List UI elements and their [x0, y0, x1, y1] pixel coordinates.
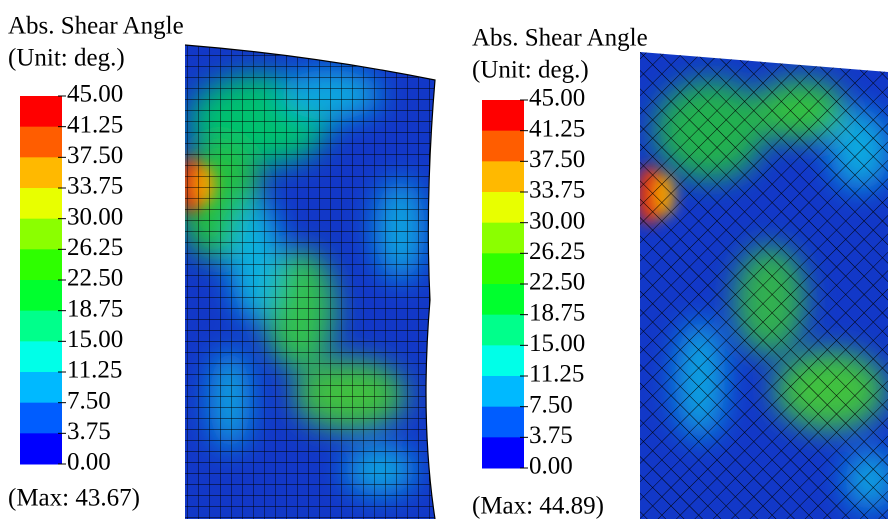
max-label: (Max: 43.67): [8, 485, 140, 512]
colorbar-label: 3.75: [67, 418, 111, 445]
colorbar-label: 15.00: [67, 326, 123, 353]
colorbar-band: [20, 402, 62, 434]
colorbar-label: 3.75: [529, 422, 573, 449]
colorbar-label: 41.25: [67, 111, 123, 138]
panel-title: Abs. Shear Angle: [472, 25, 648, 52]
colorbar-band: [482, 376, 524, 408]
colorbar-band: [482, 192, 524, 224]
contour-right: [640, 52, 888, 519]
colorbar-label: 33.75: [67, 173, 123, 200]
colorbar-band: [482, 284, 524, 316]
colorbar-band: [482, 222, 524, 254]
colorbar-band: [20, 280, 62, 312]
colorbar-label: 11.25: [529, 361, 584, 388]
colorbar-band: [20, 341, 62, 373]
colorbar-label: 45.00: [67, 81, 123, 108]
colorbar-band: [482, 345, 524, 377]
colorbar-band: [482, 130, 524, 162]
colorbar-band: [20, 188, 62, 220]
colorbar-band: [482, 437, 524, 469]
colorbar-band: [482, 314, 524, 346]
unit-label: (Unit: deg.): [472, 57, 589, 84]
colorbar-band: [20, 218, 62, 250]
colorbar-label: 30.00: [67, 203, 123, 230]
colorbar-label: 37.50: [67, 142, 123, 169]
max-label: (Max: 44.89): [472, 493, 604, 519]
contour-left: [185, 45, 435, 519]
colorbar-band: [482, 100, 524, 132]
colorbar-label: 18.75: [67, 295, 123, 322]
colorbar-label: 37.50: [529, 146, 585, 173]
colorbar-label: 22.50: [529, 269, 585, 296]
panel-title: Abs. Shear Angle: [8, 13, 184, 40]
colorbar-band: [20, 249, 62, 281]
colorbar-label: 30.00: [529, 207, 585, 234]
colorbar-label: 41.25: [529, 115, 585, 142]
colorbar-label: 45.00: [529, 85, 585, 112]
colorbar-label: 26.25: [67, 234, 123, 261]
colorbar-band: [20, 96, 62, 128]
colorbar-band: [20, 126, 62, 158]
unit-label: (Unit: deg.): [8, 45, 125, 72]
colorbar-band: [20, 433, 62, 465]
colorbar-label: 18.75: [529, 299, 585, 326]
colorbar-label: 33.75: [529, 177, 585, 204]
colorbar-band: [482, 161, 524, 193]
colorbar-label: 26.25: [529, 238, 585, 265]
colorbar-label: 0.00: [67, 449, 111, 476]
colorbar-label: 15.00: [529, 330, 585, 357]
colorbar-band: [20, 310, 62, 342]
colorbar-band: [482, 253, 524, 285]
colorbar-band: [20, 157, 62, 189]
colorbar-label: 11.25: [67, 357, 122, 384]
colorbar-band: [20, 372, 62, 404]
colorbar-label: 22.50: [67, 265, 123, 292]
colorbar-band: [482, 406, 524, 438]
colorbar-label: 7.50: [67, 387, 111, 414]
colorbar-label: 7.50: [529, 391, 573, 418]
colorbar-label: 0.00: [529, 453, 573, 480]
